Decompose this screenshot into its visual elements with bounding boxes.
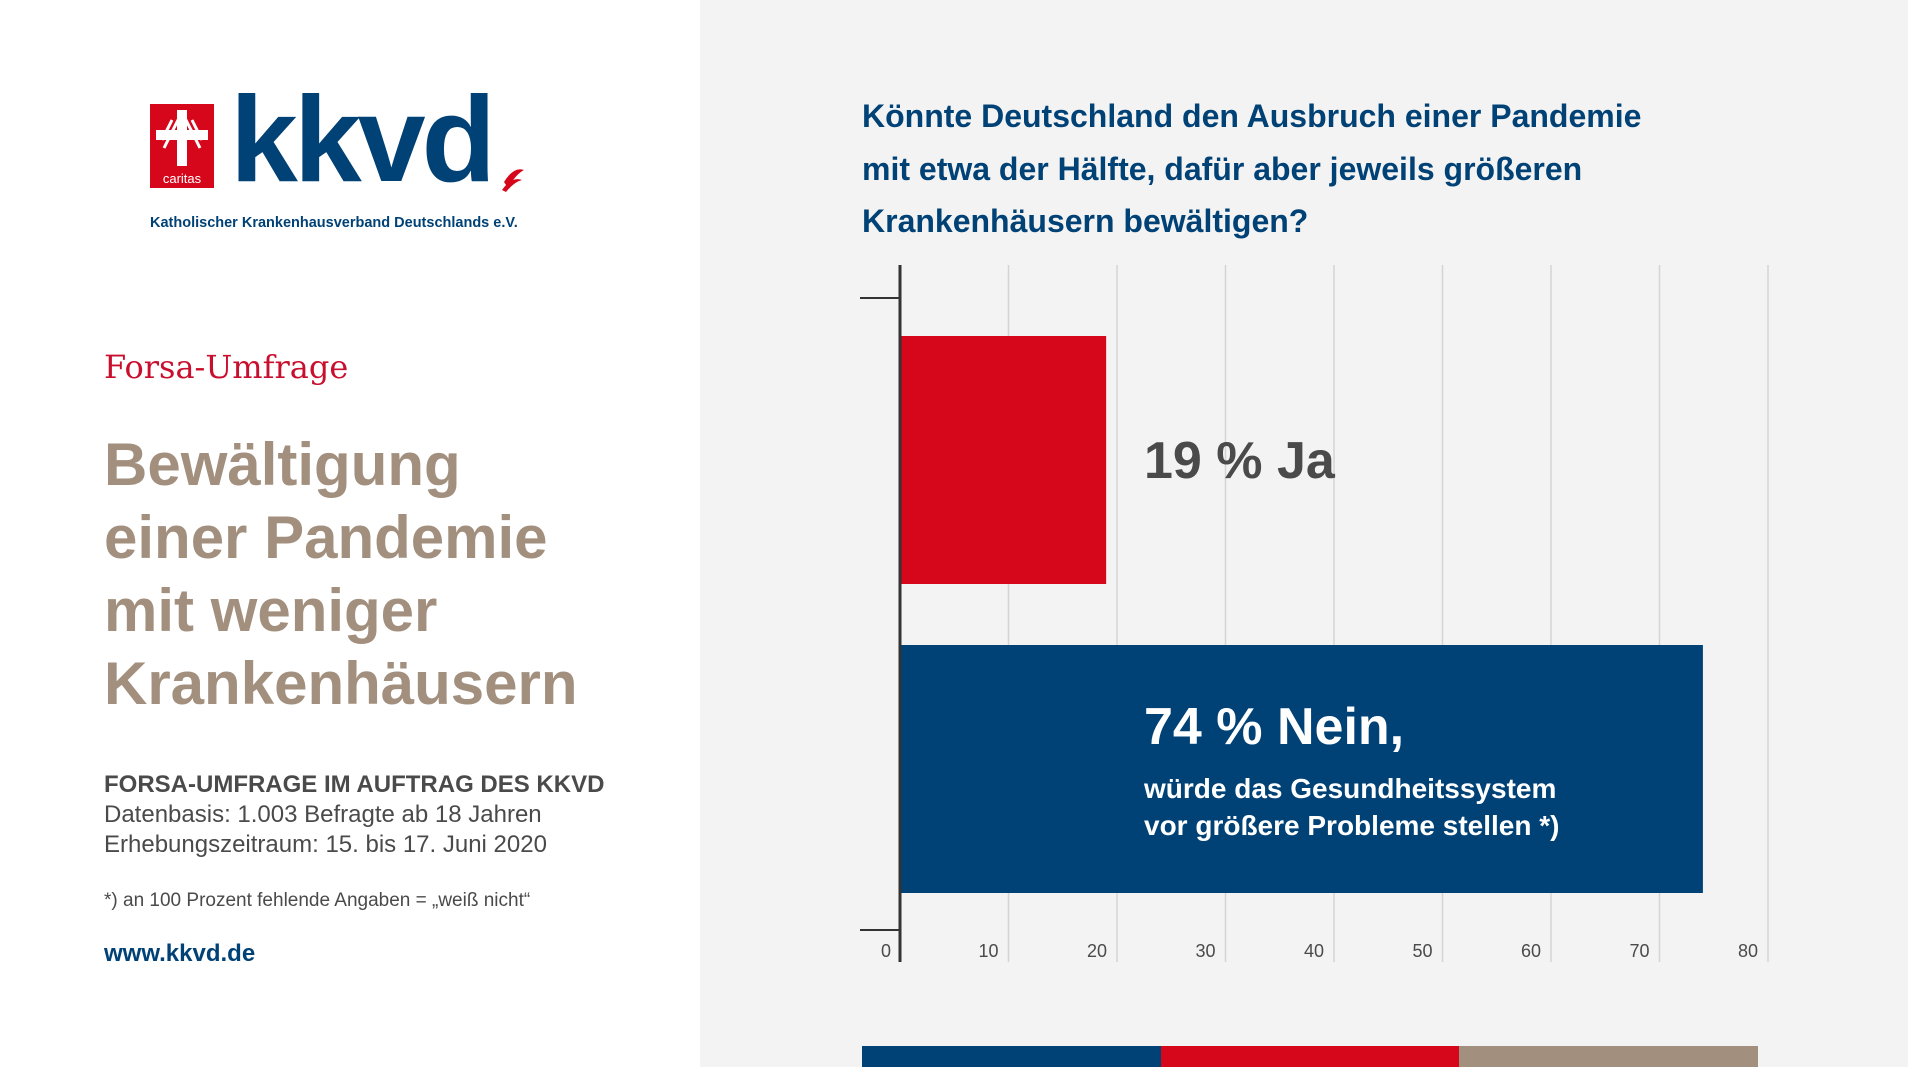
bar-label-nein: 74 % Nein,	[1144, 698, 1404, 756]
color-strip	[862, 1046, 1759, 1067]
meta-line-data-basis: Datenbasis: 1.003 Befragte ab 18 Jahren	[104, 801, 542, 828]
footnote: *) an 100 Prozent fehlende Angaben = „we…	[104, 890, 531, 911]
title-line: einer Pandemie	[104, 504, 548, 571]
swoosh-icon	[502, 169, 524, 192]
caritas-word: caritas	[162, 171, 202, 186]
x-tick-label: 10	[978, 941, 998, 961]
bar-nein	[900, 645, 1703, 893]
kicker: Forsa-Umfrage	[104, 348, 349, 386]
title-line: Krankenhäusern	[104, 650, 578, 717]
title-line: mit weniger	[104, 577, 438, 644]
website-link[interactable]: www.kkvd.de	[104, 940, 256, 967]
x-tick-label: 0	[881, 941, 891, 961]
title-line: Bewältigung	[104, 431, 461, 498]
meta-heading: FORSA-UMFRAGE IM AUFTRAG DES KKVD	[104, 771, 605, 798]
kkvd-logo[interactable]: caritas kkvd Katholischer Krankenhausver…	[150, 74, 590, 240]
survey-meta: FORSA-UMFRAGE IM AUFTRAG DES KKVD Datenb…	[104, 770, 604, 860]
bar-ja	[900, 336, 1107, 584]
strip-segment	[1459, 1046, 1759, 1067]
x-tick-label: 70	[1629, 941, 1649, 961]
strip-segment	[1160, 1046, 1460, 1067]
strip-segment	[862, 1046, 1161, 1067]
x-tick-label: 40	[1304, 941, 1324, 961]
chart-question: Könnte Deutschland den Ausbruch einer Pa…	[862, 90, 1762, 248]
kkvd-wordmark: kkvd	[230, 71, 496, 207]
page-title: Bewältigung einer Pandemie mit weniger K…	[104, 428, 664, 720]
bar-sublabel-nein: würde das Gesundheitssystem	[1143, 773, 1556, 804]
logo-subtitle: Katholischer Krankenhausverband Deutschl…	[150, 215, 518, 231]
caritas-cross-icon: caritas	[150, 104, 214, 188]
left-panel: caritas kkvd Katholischer Krankenhausver…	[0, 0, 700, 1067]
x-tick-label: 80	[1738, 941, 1758, 961]
bar-sublabel-nein: vor größere Probleme stellen *)	[1144, 810, 1559, 841]
x-tick-label: 30	[1195, 941, 1215, 961]
question-line: mit etwa der Hälfte, dafür aber jeweils …	[862, 150, 1583, 187]
x-tick-label: 60	[1521, 941, 1541, 961]
meta-line-period: Erhebungszeitraum: 15. bis 17. Juni 2020	[104, 831, 547, 858]
x-tick-label: 20	[1087, 941, 1107, 961]
x-tick-label: 50	[1412, 941, 1432, 961]
bar-label-ja: 19 % Ja	[1144, 432, 1336, 490]
question-line: Könnte Deutschland den Ausbruch einer Pa…	[862, 98, 1642, 134]
question-line: Krankenhäusern bewältigen?	[862, 203, 1309, 239]
